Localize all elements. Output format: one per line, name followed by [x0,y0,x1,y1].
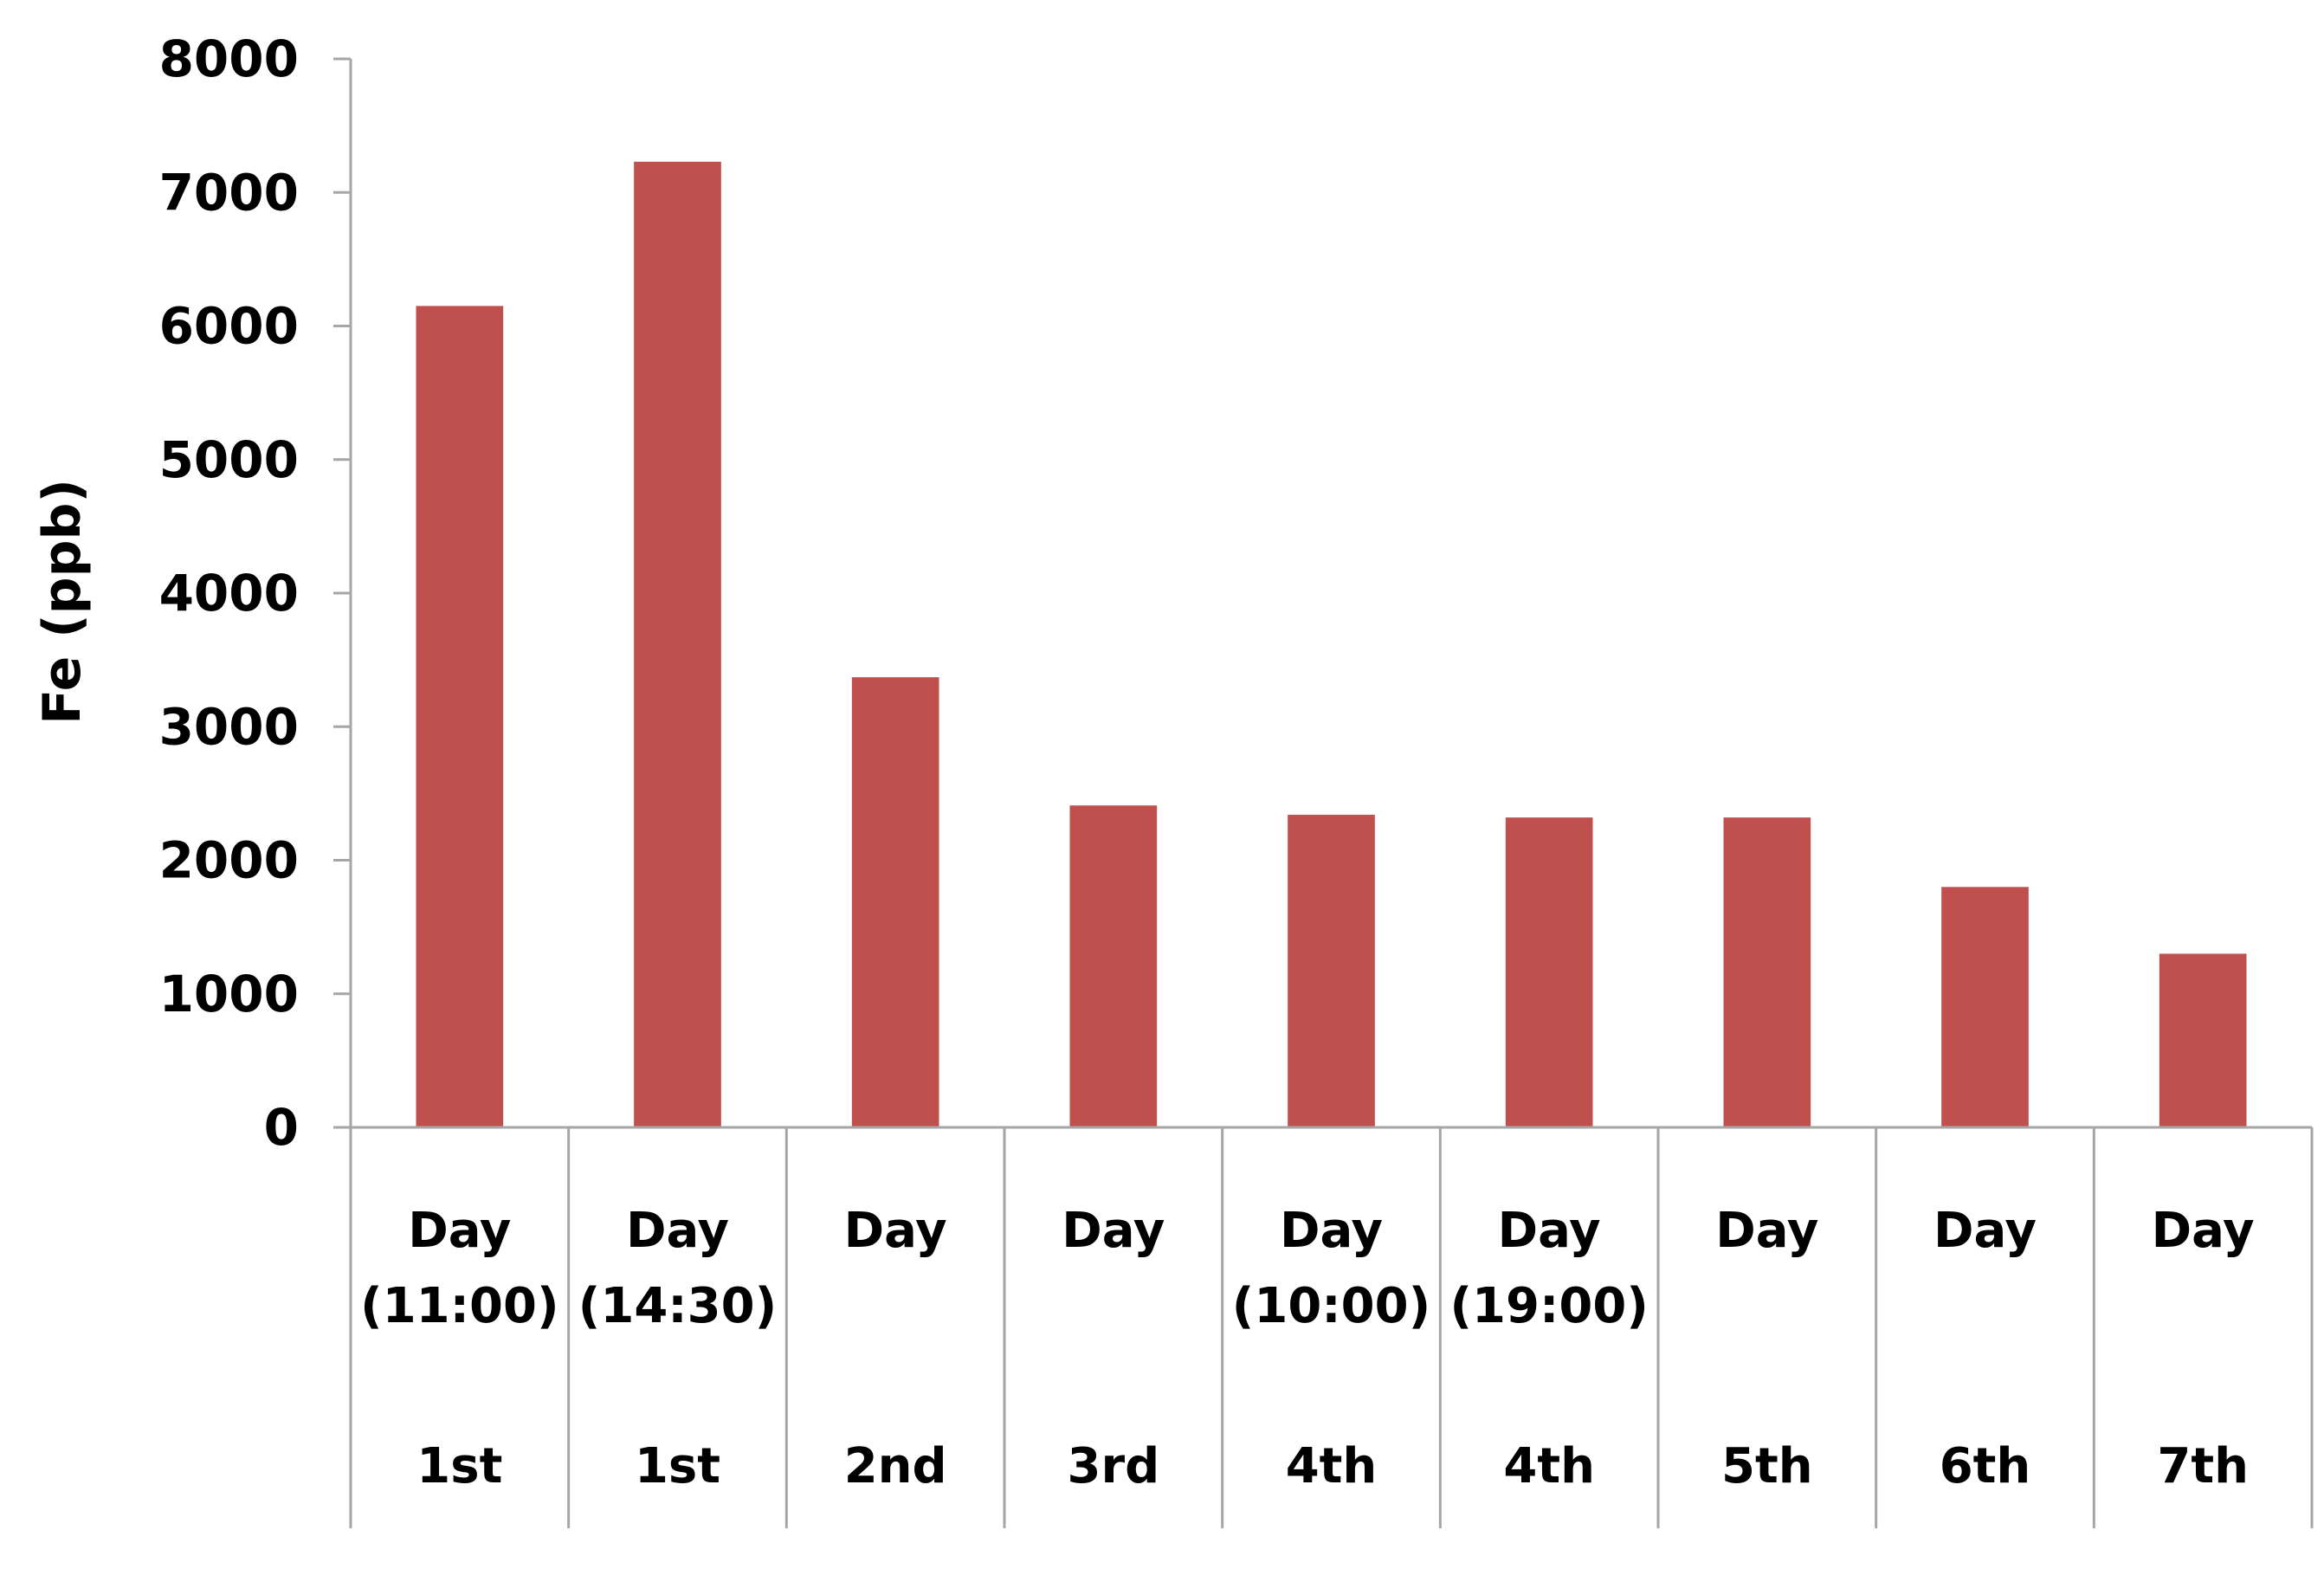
y-tick-label: 3000 [159,697,299,756]
x-category-label-line1: Day [2152,1203,2255,1259]
bar [1505,817,1593,1127]
bar [1288,815,1375,1127]
x-group-label: 4th [1503,1438,1595,1494]
x-category-label-line1: Day [408,1203,511,1259]
y-axis-ticks: 0 1000 2000 3000 4000 5000 6000 7000 8000 [159,29,351,1157]
y-tick-label: 2000 [159,831,299,890]
x-category-label-line2: (19:00) [1449,1278,1648,1334]
axes [333,59,2314,1528]
bar [1069,805,1158,1127]
x-group-label: 6th [1940,1438,2031,1494]
x-category-label-line1: Day [1280,1203,1383,1259]
x-category-label-line1: Day [844,1203,947,1259]
x-group-label: 4th [1286,1438,1378,1494]
y-tick-label: 5000 [159,430,299,489]
x-category-label-line2: (14:30) [578,1278,777,1334]
x-group-label: 5th [1721,1438,1813,1494]
x-group-label: 1st [635,1438,720,1494]
x-category-label-line1: Day [1062,1203,1165,1259]
x-group-label: 2nd [844,1438,947,1494]
x-category-label-line1: Day [1933,1203,2037,1259]
bar [634,161,721,1128]
bar [1723,817,1811,1127]
y-tick-label: 0 [264,1098,299,1157]
bar [416,306,504,1127]
x-group-label: 7th [2157,1438,2249,1494]
x-group-label: 3rd [1067,1438,1159,1494]
y-tick-label: 8000 [159,29,299,88]
y-tick-label: 7000 [159,163,299,222]
x-category-label-line2: (10:00) [1232,1278,1430,1334]
y-tick-label: 6000 [159,297,299,356]
bars [416,161,2247,1128]
x-group-label: 1st [416,1438,502,1494]
y-tick-label: 4000 [159,564,299,623]
x-category-label-line1: Day [1498,1203,1601,1259]
x-category-label-line1: Day [626,1203,729,1259]
y-tick-label: 1000 [159,965,299,1023]
y-axis-title: Fe (ppb) [32,479,93,725]
x-category-label-line1: Day [1715,1203,1818,1259]
x-axis-categories: Day (11:00) 1st Day (14:30) 1st Day 2nd Day 3rd Da… [360,1203,2255,1494]
bar [1941,887,2029,1127]
bar [2159,953,2247,1127]
bar [851,677,939,1127]
x-category-label-line2: (11:00) [360,1278,558,1334]
